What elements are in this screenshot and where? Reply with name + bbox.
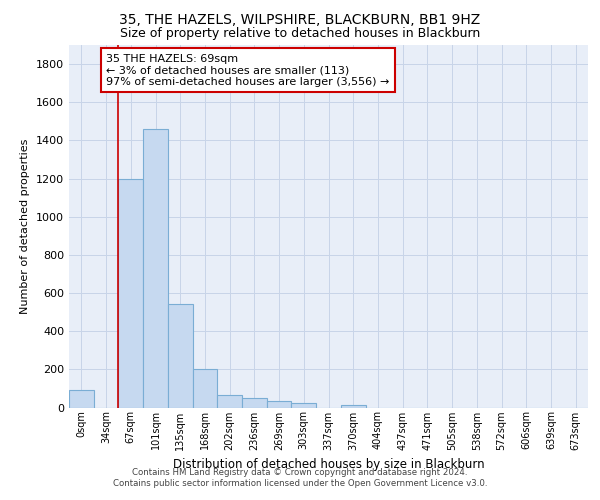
Bar	[242, 398, 267, 407]
Text: 35, THE HAZELS, WILPSHIRE, BLACKBURN, BB1 9HZ: 35, THE HAZELS, WILPSHIRE, BLACKBURN, BB…	[119, 12, 481, 26]
Text: 35 THE HAZELS: 69sqm
← 3% of detached houses are smaller (113)
97% of semi-detac: 35 THE HAZELS: 69sqm ← 3% of detached ho…	[106, 54, 389, 87]
Bar	[267, 401, 292, 407]
Bar	[217, 395, 242, 407]
Bar	[193, 370, 217, 408]
Bar	[168, 304, 193, 408]
X-axis label: Distribution of detached houses by size in Blackburn: Distribution of detached houses by size …	[173, 458, 484, 471]
Text: Size of property relative to detached houses in Blackburn: Size of property relative to detached ho…	[120, 28, 480, 40]
Bar	[341, 404, 365, 407]
Bar	[292, 402, 316, 407]
Bar	[69, 390, 94, 407]
Y-axis label: Number of detached properties: Number of detached properties	[20, 138, 31, 314]
Bar	[118, 178, 143, 408]
Bar	[143, 129, 168, 407]
Text: Contains HM Land Registry data © Crown copyright and database right 2024.
Contai: Contains HM Land Registry data © Crown c…	[113, 468, 487, 487]
